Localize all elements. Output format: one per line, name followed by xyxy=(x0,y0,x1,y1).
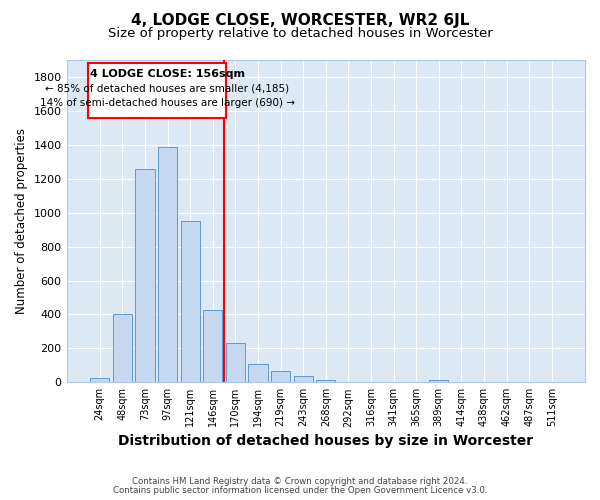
Text: 14% of semi-detached houses are larger (690) →: 14% of semi-detached houses are larger (… xyxy=(40,98,295,108)
Text: 4 LODGE CLOSE: 156sqm: 4 LODGE CLOSE: 156sqm xyxy=(90,70,245,80)
Bar xyxy=(248,364,268,382)
Bar xyxy=(429,380,448,382)
Text: Contains public sector information licensed under the Open Government Licence v3: Contains public sector information licen… xyxy=(113,486,487,495)
Text: Size of property relative to detached houses in Worcester: Size of property relative to detached ho… xyxy=(107,28,493,40)
Text: 4, LODGE CLOSE, WORCESTER, WR2 6JL: 4, LODGE CLOSE, WORCESTER, WR2 6JL xyxy=(131,12,469,28)
X-axis label: Distribution of detached houses by size in Worcester: Distribution of detached houses by size … xyxy=(118,434,533,448)
Bar xyxy=(226,344,245,382)
FancyBboxPatch shape xyxy=(88,64,226,118)
Text: Contains HM Land Registry data © Crown copyright and database right 2024.: Contains HM Land Registry data © Crown c… xyxy=(132,478,468,486)
Bar xyxy=(203,310,223,382)
Bar xyxy=(271,372,290,382)
Bar xyxy=(90,378,109,382)
Bar xyxy=(316,380,335,382)
Text: ← 85% of detached houses are smaller (4,185): ← 85% of detached houses are smaller (4,… xyxy=(46,84,290,94)
Bar xyxy=(113,314,132,382)
Y-axis label: Number of detached properties: Number of detached properties xyxy=(15,128,28,314)
Bar xyxy=(293,376,313,382)
Bar xyxy=(158,146,177,382)
Bar xyxy=(136,168,155,382)
Bar xyxy=(181,221,200,382)
